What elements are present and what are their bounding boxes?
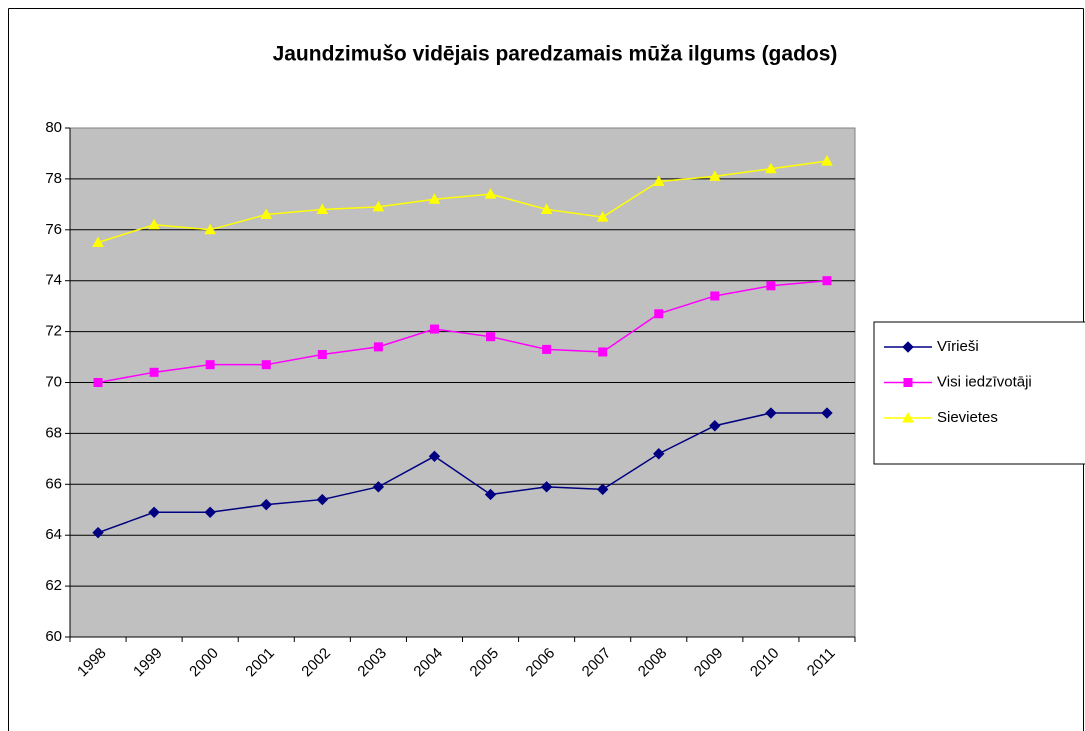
legend-marker bbox=[902, 341, 914, 353]
data-point bbox=[261, 360, 271, 370]
data-point bbox=[429, 324, 439, 334]
x-tick-label: 2002 bbox=[298, 645, 334, 681]
data-point bbox=[428, 450, 441, 463]
data-point bbox=[653, 448, 665, 460]
y-tick-label: 74 bbox=[45, 272, 62, 289]
x-tick-label: 2005 bbox=[467, 645, 503, 681]
data-point bbox=[542, 344, 552, 354]
data-point bbox=[765, 407, 777, 419]
legend-label: Sievietes bbox=[937, 409, 998, 426]
legend-box bbox=[873, 321, 1085, 465]
legend-label: Vīrieši bbox=[937, 338, 979, 355]
data-point bbox=[486, 332, 496, 342]
data-point bbox=[766, 281, 776, 291]
data-point bbox=[822, 276, 832, 286]
data-point bbox=[93, 378, 103, 387]
y-tick-label: 72 bbox=[45, 323, 62, 340]
data-point bbox=[148, 218, 160, 230]
y-tick-label: 64 bbox=[45, 526, 62, 543]
data-point bbox=[316, 203, 329, 214]
data-point bbox=[765, 162, 777, 174]
y-tick-label: 80 bbox=[45, 119, 62, 136]
data-point bbox=[821, 155, 833, 166]
data-point bbox=[148, 506, 160, 519]
data-point bbox=[205, 360, 215, 370]
data-point bbox=[654, 309, 664, 319]
y-tick-label: 76 bbox=[45, 221, 62, 238]
x-tick-label: 1998 bbox=[74, 645, 110, 681]
x-tick-label: 2007 bbox=[579, 645, 615, 681]
y-tick-label: 62 bbox=[45, 577, 62, 594]
x-tick-label: 2001 bbox=[242, 645, 278, 681]
x-tick-label: 2009 bbox=[691, 645, 727, 681]
data-point bbox=[652, 175, 665, 186]
data-point bbox=[373, 342, 383, 352]
y-tick-label: 70 bbox=[45, 373, 62, 390]
legend-label: Visi iedzīvotāji bbox=[937, 373, 1032, 390]
data-point bbox=[709, 420, 721, 432]
data-point bbox=[372, 200, 385, 212]
legend-marker bbox=[903, 378, 913, 387]
data-point bbox=[596, 211, 609, 222]
data-point bbox=[149, 367, 159, 377]
x-tick-label: 2004 bbox=[410, 645, 446, 681]
x-tick-label: 2010 bbox=[747, 645, 783, 681]
series-line bbox=[97, 160, 828, 244]
data-point bbox=[428, 193, 441, 204]
series-line bbox=[97, 412, 827, 534]
data-point bbox=[204, 223, 217, 235]
x-tick-label: 2006 bbox=[523, 645, 559, 681]
data-point bbox=[540, 481, 553, 493]
data-point bbox=[598, 347, 608, 357]
data-point bbox=[484, 488, 497, 501]
data-point bbox=[596, 483, 609, 496]
data-point bbox=[821, 407, 833, 419]
data-point bbox=[260, 498, 272, 511]
x-tick-label: 2011 bbox=[804, 645, 839, 680]
y-tick-label: 68 bbox=[45, 424, 62, 441]
x-tick-label: 2008 bbox=[635, 645, 671, 681]
data-point bbox=[540, 203, 553, 214]
x-tick-label: 2000 bbox=[186, 645, 222, 681]
y-tick-label: 78 bbox=[45, 170, 62, 187]
data-point bbox=[92, 236, 104, 248]
data-point bbox=[484, 188, 497, 199]
data-point bbox=[92, 526, 104, 539]
data-point bbox=[316, 493, 329, 506]
y-tick-label: 66 bbox=[45, 475, 62, 492]
data-point bbox=[372, 481, 385, 493]
chart-title: Jaundzimušo vidējais paredzamais mūža il… bbox=[273, 43, 838, 66]
x-tick-label: 1999 bbox=[130, 645, 166, 681]
data-point bbox=[204, 506, 216, 519]
legend-marker bbox=[902, 411, 914, 423]
data-point bbox=[708, 170, 721, 181]
data-point bbox=[317, 350, 327, 360]
series-line bbox=[97, 279, 828, 384]
data-point bbox=[260, 208, 273, 220]
y-tick-label: 60 bbox=[45, 628, 62, 645]
x-tick-label: 2003 bbox=[354, 645, 390, 681]
data-point bbox=[710, 291, 720, 301]
